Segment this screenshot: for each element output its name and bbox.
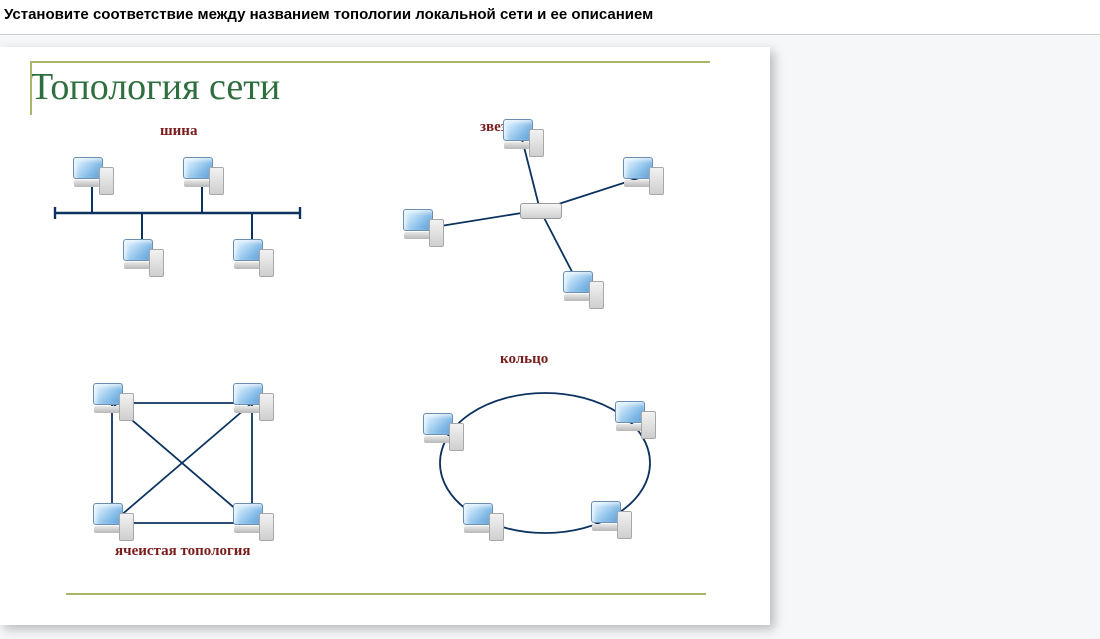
label-ring: кольцо [500, 351, 548, 368]
bus-node-top-1 [180, 157, 224, 197]
star-node-1 [620, 157, 664, 197]
title-rule-left [30, 61, 32, 115]
title-block: Топология сети [30, 65, 770, 109]
bottom-rule [66, 593, 706, 595]
question-bar: Установите соответствие между названием … [0, 0, 1100, 35]
label-bus: шина [160, 123, 197, 140]
star-hub [520, 203, 562, 219]
ring-node-3 [588, 501, 632, 541]
mesh-node-2 [90, 503, 134, 543]
mesh-node-1 [230, 383, 274, 423]
slide-title: Топология сети [30, 66, 280, 108]
bus-node-top-0 [70, 157, 114, 197]
ring-node-2 [460, 503, 504, 543]
star-node-2 [400, 209, 444, 249]
bus-node-bottom-0 [120, 239, 164, 279]
star-node-3 [560, 271, 604, 311]
star-node-0 [500, 119, 544, 159]
title-rule-top [30, 61, 710, 63]
mesh-node-3 [230, 503, 274, 543]
mesh-node-0 [90, 383, 134, 423]
question-text: Установите соответствие между названием … [4, 6, 653, 23]
slide: Топология сети шина звезда ячеистая топо… [0, 47, 770, 625]
bus-node-bottom-1 [230, 239, 274, 279]
ring-node-1 [612, 401, 656, 441]
diagram-area: шина звезда ячеистая топология кольцо [0, 123, 770, 593]
ring-node-0 [420, 413, 464, 453]
label-mesh: ячеистая топология [115, 543, 251, 560]
